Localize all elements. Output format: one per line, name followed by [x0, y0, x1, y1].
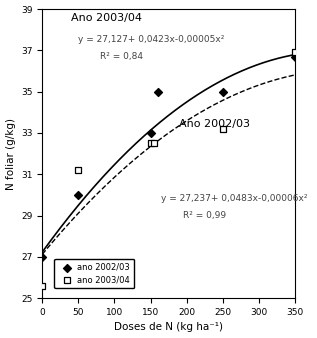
Text: R² = 0,84: R² = 0,84 — [100, 52, 143, 61]
Point — [155, 89, 160, 94]
Text: R² = 0,99: R² = 0,99 — [183, 211, 226, 220]
Point — [148, 130, 153, 136]
Legend: ano 2002/03, ano 2003/04: ano 2002/03, ano 2003/04 — [54, 259, 134, 288]
Point — [220, 126, 225, 131]
Point — [292, 50, 297, 55]
Text: Ano 2003/04: Ano 2003/04 — [71, 14, 142, 23]
Point — [220, 89, 225, 94]
X-axis label: Doses de N (kg ha⁻¹): Doses de N (kg ha⁻¹) — [114, 322, 223, 333]
Point — [148, 141, 153, 146]
Point — [76, 192, 81, 198]
Point — [40, 254, 45, 260]
Point — [40, 283, 45, 288]
Point — [292, 54, 297, 59]
Text: Ano 2002/03: Ano 2002/03 — [179, 119, 250, 129]
Y-axis label: N foliar (g/kg): N foliar (g/kg) — [6, 118, 16, 190]
Text: y = 27,237+ 0,0483x-0,00006x²: y = 27,237+ 0,0483x-0,00006x² — [161, 194, 308, 203]
Text: y = 27,127+ 0,0423x-0,00005x²: y = 27,127+ 0,0423x-0,00005x² — [78, 35, 225, 44]
Point — [76, 167, 81, 173]
Point — [152, 141, 157, 146]
